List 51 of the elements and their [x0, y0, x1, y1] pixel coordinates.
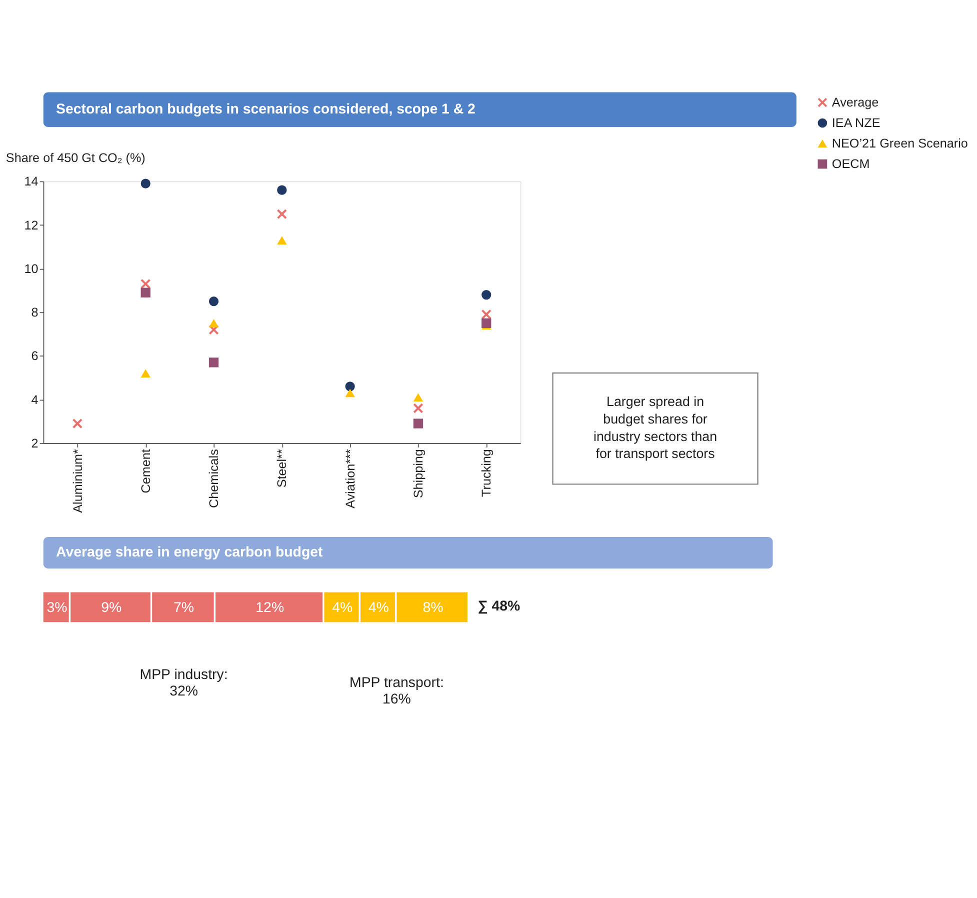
legend-label: NEO’21 Green Scenario	[832, 136, 968, 150]
point	[140, 369, 150, 378]
legend-label: IEA NZE	[832, 116, 880, 130]
data-label: 7%	[174, 600, 194, 616]
x-tick-label: Steel**	[275, 448, 290, 488]
x-tick-label: Shipping	[412, 449, 426, 498]
y-tick-label: 14	[24, 174, 38, 189]
point	[345, 382, 355, 392]
point	[208, 296, 219, 306]
x-tick-label: Trucking	[480, 449, 494, 497]
point	[413, 403, 424, 414]
legend-label: Average	[832, 95, 879, 110]
y-axis-title: Share of 450 Gt CO₂ (%)	[6, 151, 146, 166]
text: MPP transport: 16%	[350, 674, 444, 708]
data-label: 4%	[332, 600, 353, 616]
point	[277, 209, 287, 219]
point	[345, 388, 355, 398]
text: Average share in energy carbon budget	[56, 544, 324, 561]
point	[208, 358, 219, 368]
y-tick-label: 10	[24, 262, 38, 276]
x-tick-label: Chemicals	[207, 449, 222, 508]
point	[482, 290, 492, 300]
data-label: 9%	[101, 600, 122, 616]
data-label: 4%	[368, 600, 390, 616]
text: MPP industry: 32%	[140, 666, 228, 700]
point	[140, 279, 150, 289]
text: Larger spread in budget shares for industry sectors than for transport sectors	[593, 394, 718, 462]
data-label: 12%	[256, 600, 284, 616]
point	[413, 418, 424, 428]
y-tick-label: 12	[24, 218, 38, 232]
x-tick-label: Aluminium*	[70, 448, 85, 513]
y-tick-label: 2	[31, 436, 38, 450]
text: ∑ 48%	[478, 598, 521, 614]
legend-label: OECM	[832, 156, 870, 171]
chart-title: Sectoral carbon budgets in scenarios considered, scope 1 & 2	[56, 102, 476, 118]
y-tick-label: 8	[31, 306, 38, 320]
point	[208, 318, 219, 328]
data-label: 8%	[422, 600, 444, 616]
point	[277, 236, 287, 244]
x-tick-label: Cement	[138, 448, 153, 494]
point	[140, 288, 150, 298]
point	[72, 418, 82, 428]
point	[277, 185, 287, 195]
y-tick-label: 4	[31, 392, 38, 407]
point	[413, 393, 424, 402]
y-tick-label: 6	[31, 349, 38, 364]
point	[482, 310, 492, 320]
data-label: 3%	[46, 600, 68, 616]
point	[482, 318, 492, 328]
point	[140, 178, 150, 188]
x-tick-label: Aviation***	[343, 448, 358, 508]
